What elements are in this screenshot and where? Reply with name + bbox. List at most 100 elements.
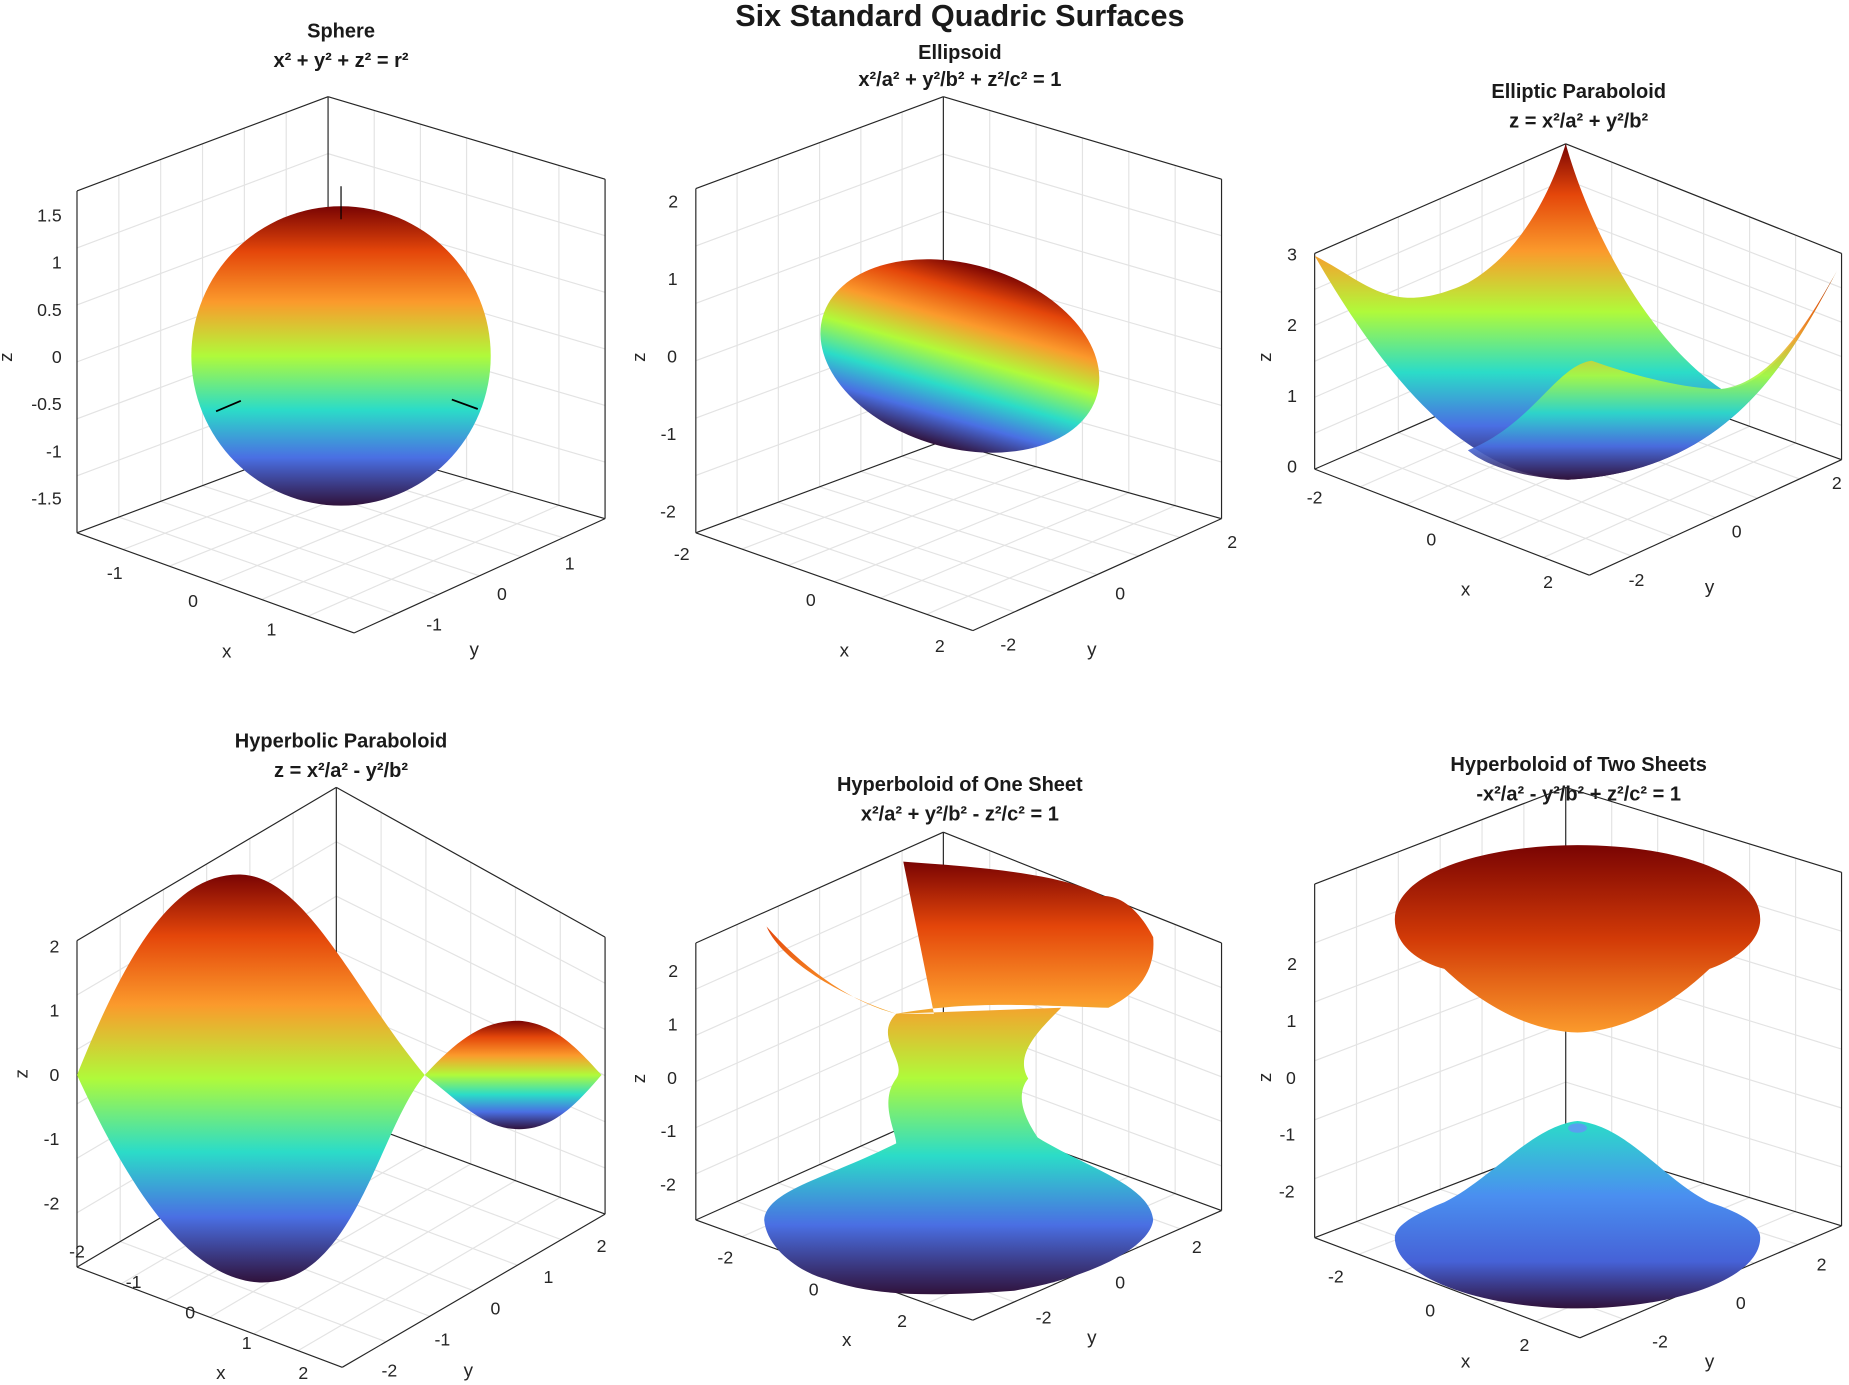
y-tick-label: 1 (544, 1267, 554, 1287)
z-tick-label: -1 (44, 1129, 60, 1149)
hyperbolic-paraboloid-far-lobe (424, 1020, 602, 1130)
hyperbolic-paraboloid-surface (76, 874, 425, 1283)
z-tick-label: 2 (1287, 954, 1297, 974)
x-tick-label: 0 (188, 591, 198, 611)
y-tick-label: -1 (426, 615, 442, 635)
axes-box-edge (1565, 786, 1842, 873)
y-axis-label: y (1087, 638, 1097, 659)
y-axis-label: y (470, 638, 480, 659)
x-tick-label: 2 (1520, 1335, 1530, 1355)
z-tick-label: -2 (44, 1193, 60, 1213)
z-tick-label: 1 (49, 1001, 59, 1021)
x-axis-label: x (842, 1329, 852, 1350)
axes-box-edge (943, 96, 1222, 180)
y-tick-label: 2 (1192, 1237, 1202, 1257)
subplot-equation: -x²/a² - y²/b² + z²/c² = 1 (1476, 783, 1681, 805)
axes-box-edge (76, 1266, 343, 1368)
z-tick-label: -1 (661, 424, 677, 444)
z-tick-label: -1 (661, 1121, 677, 1141)
grid-line (834, 479, 1083, 583)
axes-box-edge (695, 440, 944, 534)
x-axis-label: x (840, 640, 850, 661)
ellipsoid-surface (820, 259, 1100, 453)
axis-line (451, 398, 479, 410)
z-tick-label: 0 (667, 1068, 677, 1088)
y-tick-label: 2 (1227, 532, 1237, 552)
z-axis-label: z (1254, 352, 1275, 361)
z-tick-label: -2 (1279, 1182, 1295, 1202)
x-tick-label: -1 (126, 1272, 142, 1292)
axes-box-edge (1314, 468, 1590, 576)
axes-box-edge (695, 96, 944, 190)
y-tick-label: -1 (435, 1330, 451, 1350)
subplot-title: Ellipsoid (918, 42, 1001, 64)
y-tick-label: 2 (1832, 473, 1842, 493)
y-tick-label: -2 (1036, 1308, 1052, 1328)
y-tick-label: 0 (1115, 1272, 1125, 1292)
lower-sheet-vertex (1568, 1123, 1587, 1133)
z-tick-label: 2 (49, 936, 59, 956)
z-tick-label: 2 (668, 961, 678, 981)
z-tick-label: 1 (1287, 386, 1297, 406)
axes-box-edge (327, 96, 606, 180)
subplot-equation: x² + y² + z² = r² (273, 50, 408, 72)
z-tick-label: 1 (1287, 1011, 1297, 1031)
grid-line (926, 505, 1176, 615)
x-tick-label: -2 (674, 544, 690, 564)
z-tick-label: -1 (1279, 1125, 1295, 1145)
x-tick-label: 2 (897, 1311, 907, 1331)
sphere-surface (191, 206, 491, 506)
x-tick-label: 0 (185, 1302, 195, 1322)
grid-line (695, 153, 1222, 247)
subplot-title: Elliptic Paraboloid (1491, 81, 1666, 103)
subplot-title: Hyperboloid of Two Sheets (1450, 754, 1707, 776)
grid-line (307, 504, 560, 617)
grid-line (1314, 1022, 1842, 1121)
x-tick-label: 1 (242, 1333, 252, 1353)
x-tick-label: 2 (1543, 572, 1553, 592)
y-tick-label: 0 (1115, 583, 1125, 603)
subplot-sphere: Sphere x² + y² + z² = r² 1.5 1 0.5 0 -0.5 -1 -… (0, 21, 606, 662)
z-axis-label: z (0, 352, 16, 361)
z-tick-label: 2 (668, 191, 678, 211)
grid-line (880, 492, 1130, 599)
x-tick-label: 0 (1425, 1301, 1435, 1321)
axes-box-edge (76, 786, 337, 942)
axis-line (215, 399, 242, 413)
z-tick-label: 0 (1287, 457, 1297, 477)
subplot-equation: x²/a² + y²/b² - z²/c² = 1 (861, 803, 1059, 825)
z-tick-label: 0.5 (37, 300, 62, 320)
x-tick-label: 0 (1426, 530, 1436, 550)
x-tick-label: -2 (1307, 487, 1323, 507)
z-tick-label: -2 (660, 1175, 676, 1195)
z-tick-label: 3 (1287, 244, 1297, 264)
x-tick-label: 1 (267, 619, 277, 639)
upper-sheet-surface (1394, 845, 1761, 1033)
axes-box-edge (943, 440, 1222, 520)
y-tick-label: 1 (565, 553, 575, 573)
x-axis-label: x (1461, 578, 1471, 599)
y-axis-label: y (1705, 1350, 1715, 1371)
z-axis-label: z (1254, 1073, 1275, 1082)
z-tick-label: 1 (668, 1014, 678, 1034)
grid-line (261, 491, 513, 601)
subplot-title: Sphere (307, 21, 375, 43)
axes-box-edge (1589, 459, 1842, 576)
x-tick-label: -2 (717, 1248, 733, 1268)
y-axis-label: y (464, 1360, 474, 1381)
y-tick-label: -2 (1652, 1331, 1668, 1351)
z-tick-label: 1 (52, 253, 62, 273)
axes-box-edge (1314, 1237, 1581, 1339)
z-tick-label: 0 (667, 346, 677, 366)
subplot-hyperboloid-one-sheet: Hyperboloid of One Sheet x²/a² + y²/b² -… (628, 774, 1223, 1350)
z-tick-label: 2 (1287, 315, 1297, 335)
z-tick-label: 0 (49, 1065, 59, 1085)
y-axis-label: y (1087, 1327, 1097, 1348)
z-axis-label: z (628, 1074, 649, 1083)
y-tick-label: 0 (491, 1298, 501, 1318)
subplot-title: Hyperboloid of One Sheet (837, 774, 1083, 796)
axes-box-edge (1565, 143, 1842, 254)
subplot-hyperboloid-two-sheets: Hyperboloid of Two Sheets -x²/a² - y²/b²… (1254, 754, 1843, 1371)
subplot-hyperbolic-paraboloid: Hyperbolic Paraboloid z = x²/a² - y²/b² … (10, 730, 606, 1383)
